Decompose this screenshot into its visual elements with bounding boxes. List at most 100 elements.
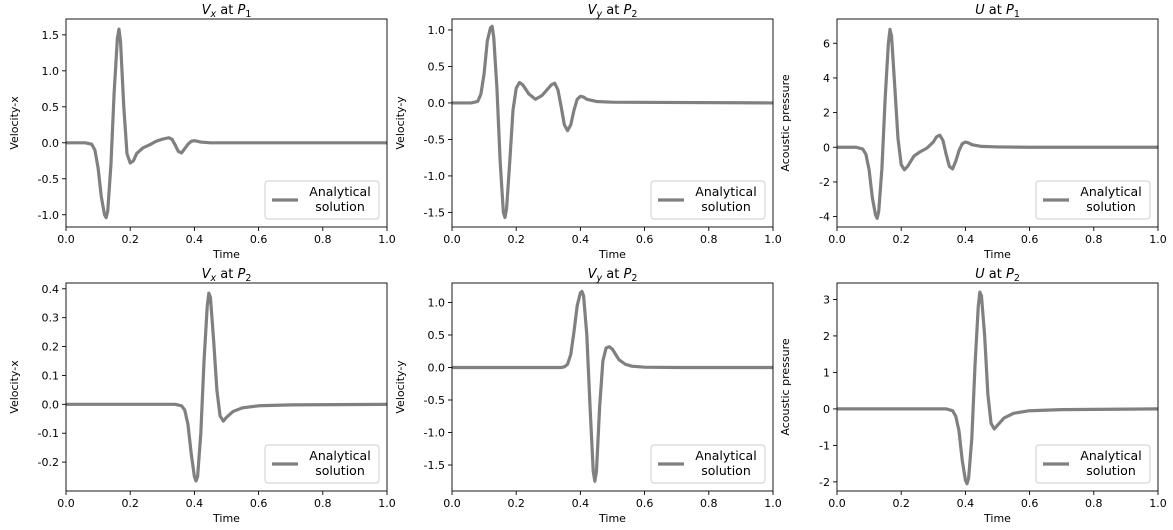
y-tick-label: 0.5 [428, 329, 446, 342]
y-tick-label: 2 [823, 330, 830, 343]
x-tick-label: 0.8 [700, 497, 718, 510]
y-tick-label: 0.0 [428, 362, 446, 375]
x-tick-label: 0.0 [57, 233, 75, 246]
legend-label: Analytical solution [695, 184, 756, 214]
x-tick-label: 1.0 [764, 233, 782, 246]
y-tick-label: 4 [823, 72, 830, 85]
subplot-2: 0.0 0.2 0.4 0.6 0.8 1.0 -1.5 -1.0 -0.5 0.0 0.5 1.0 T… [394, 3, 782, 261]
y-tick-label: 1.0 [42, 65, 60, 78]
x-tick-label: 0.6 [1021, 497, 1039, 510]
y-tick-label: -0.2 [38, 456, 59, 469]
y-tick-label: 1.0 [428, 297, 446, 310]
y-tick-label: 0.0 [42, 137, 60, 150]
x-tick-label: 0.8 [1085, 233, 1103, 246]
y-tick-label: -1.0 [38, 209, 59, 222]
axes-frame [65, 18, 388, 228]
y-tick-label: 0.2 [42, 341, 60, 354]
x-tick-label: 1.0 [764, 497, 782, 510]
legend-box [1035, 180, 1151, 220]
x-tick-label: 0.6 [1021, 233, 1039, 246]
subplot-5: 0.0 0.2 0.4 0.6 0.8 1.0 -1.5 -1.0 -0.5 0.0 0.5 1.0 T… [394, 267, 782, 525]
x-tick-label: 0.6 [250, 497, 268, 510]
x-tick-label: 0.4 [572, 233, 590, 246]
legend: Analytical solution [1035, 444, 1151, 484]
y-axis-label: Velocity-x [8, 96, 21, 150]
x-tick-label: 0.2 [121, 497, 139, 510]
subplot-1: 0.0 0.2 0.4 0.6 0.8 1.0 -1.0 -0.5 0.0 0.5 1.0 1.5 Ti… [8, 3, 396, 261]
x-tick-label: 0.8 [1085, 497, 1103, 510]
series-line-analytical [66, 27, 387, 220]
y-tick-label: 1 [823, 366, 830, 379]
x-axis-label: Time [598, 248, 626, 261]
x-tick-label: 0.8 [314, 233, 332, 246]
x-tick-label: 1.0 [378, 233, 396, 246]
y-tick-label: -1.5 [424, 459, 445, 472]
x-tick-label: 0.6 [250, 233, 268, 246]
y-axis-label: Velocity-y [394, 360, 407, 414]
y-axis-label: Acoustic pressure [779, 74, 792, 171]
y-axis-label: Velocity-y [394, 96, 407, 150]
y-tick-label: -0.5 [38, 173, 59, 186]
x-tick-label: 0.0 [443, 497, 461, 510]
x-tick-label: 1.0 [378, 497, 396, 510]
y-tick-label: -2 [819, 176, 830, 189]
x-tick-label: 0.2 [892, 497, 910, 510]
y-tick-label: 0.0 [42, 398, 60, 411]
x-tick-label: 0.0 [57, 497, 75, 510]
x-axis-label: Time [983, 248, 1011, 261]
x-tick-label: 0.4 [572, 497, 590, 510]
x-tick-label: 0.4 [957, 233, 975, 246]
y-tick-label: -0.5 [424, 133, 445, 146]
series-line-analytical [452, 24, 773, 220]
legend-box [264, 180, 380, 220]
axes-frame [836, 282, 1159, 492]
x-tick-label: 0.0 [828, 497, 846, 510]
y-tick-label: -1 [819, 439, 830, 452]
y-tick-label: 0.5 [428, 60, 446, 73]
legend: Analytical solution [1035, 180, 1151, 220]
legend-box [1035, 444, 1151, 484]
legend-label: Analytical solution [1080, 184, 1141, 214]
x-tick-label: 0.6 [636, 497, 654, 510]
chart-title: Vy at P2 [588, 3, 638, 20]
subplot-6: 0.0 0.2 0.4 0.6 0.8 1.0 -2 -1 0 1 2 3 Time Acoustic p… [779, 267, 1167, 525]
axes-frame [451, 282, 774, 492]
legend: Analytical solution [264, 444, 380, 484]
legend-box [650, 444, 766, 484]
y-tick-label: 0 [823, 141, 830, 154]
y-tick-label: -0.1 [38, 427, 59, 440]
y-tick-label: 3 [823, 293, 830, 306]
y-tick-label: 0.1 [42, 369, 60, 382]
y-tick-label: 0.4 [42, 283, 60, 296]
x-tick-label: 0.6 [636, 233, 654, 246]
x-tick-label: 1.0 [1149, 497, 1167, 510]
x-tick-label: 0.4 [957, 497, 975, 510]
y-tick-label: -1.0 [424, 170, 445, 183]
legend: Analytical solution [650, 180, 766, 220]
series-line-analytical [452, 289, 773, 483]
axes-frame [836, 18, 1159, 228]
axes-frame [451, 18, 774, 228]
chart-title: Vx at P1 [202, 3, 252, 20]
axes-frame [65, 282, 388, 492]
series-line-analytical [837, 290, 1158, 486]
x-tick-label: 0.4 [186, 497, 204, 510]
subplot-4: 0.0 0.2 0.4 0.6 0.8 1.0 -0.2 -0.1 0.0 0.1 0.2 0.3 0.… [8, 267, 396, 525]
x-axis-label: Time [983, 512, 1011, 525]
legend-label: Analytical solution [309, 184, 370, 214]
x-axis-label: Time [212, 512, 240, 525]
x-tick-label: 0.2 [507, 233, 525, 246]
y-axis-label: Acoustic pressure [779, 338, 792, 435]
y-axis-label: Velocity-x [8, 360, 21, 414]
y-tick-label: 0.5 [42, 101, 60, 114]
y-tick-label: 0.0 [428, 97, 446, 110]
x-tick-label: 0.0 [443, 233, 461, 246]
y-tick-label: 0 [823, 403, 830, 416]
legend: Analytical solution [650, 444, 766, 484]
series-line-analytical [837, 27, 1158, 220]
chart-title: U at P1 [975, 3, 1020, 20]
x-tick-label: 0.8 [700, 233, 718, 246]
series-line-analytical [66, 291, 387, 483]
y-tick-label: -1.5 [424, 206, 445, 219]
